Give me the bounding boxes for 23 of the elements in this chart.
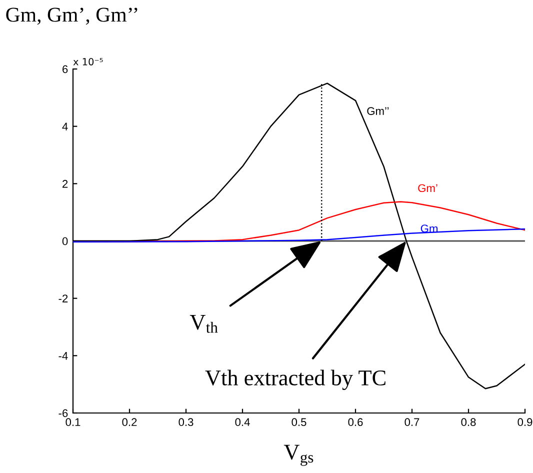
annotation: Vth extracted by TC bbox=[205, 370, 386, 390]
x-tick-label: 0.6 bbox=[348, 418, 363, 426]
text: x 10⁻⁵ bbox=[73, 58, 103, 66]
series-label: Gm’ bbox=[418, 184, 438, 192]
chart-title: Gm, Gm’, Gm’’ bbox=[6, 8, 138, 25]
x-tick-label: 0.9 bbox=[518, 418, 532, 426]
x-tick-label: 0.1 bbox=[66, 418, 80, 426]
y-tick-label: -2 bbox=[58, 294, 68, 302]
annotation: V$_{th}$ bbox=[190, 315, 218, 333]
y-tick-label: 0 bbox=[62, 237, 68, 246]
x-tick-label: 0.4 bbox=[235, 418, 250, 426]
series-label: Gm’’ bbox=[367, 107, 389, 116]
y-tick-label: 4 bbox=[62, 122, 68, 130]
x-tick-label: 0.5 bbox=[292, 418, 306, 426]
x-tick-label: 0.3 bbox=[178, 418, 194, 426]
y-tick-label: 6 bbox=[62, 65, 68, 74]
y-tick-label: 2 bbox=[62, 180, 68, 188]
x-tick-label: 0.2 bbox=[122, 418, 137, 426]
y-tick-label: -4 bbox=[58, 352, 68, 360]
x-tick-label: 0.8 bbox=[461, 418, 476, 426]
x-axis-title: V$_{gs}$ bbox=[284, 444, 314, 466]
x-tick-label: 0.7 bbox=[404, 418, 420, 426]
y-tick-label: -6 bbox=[58, 409, 68, 418]
